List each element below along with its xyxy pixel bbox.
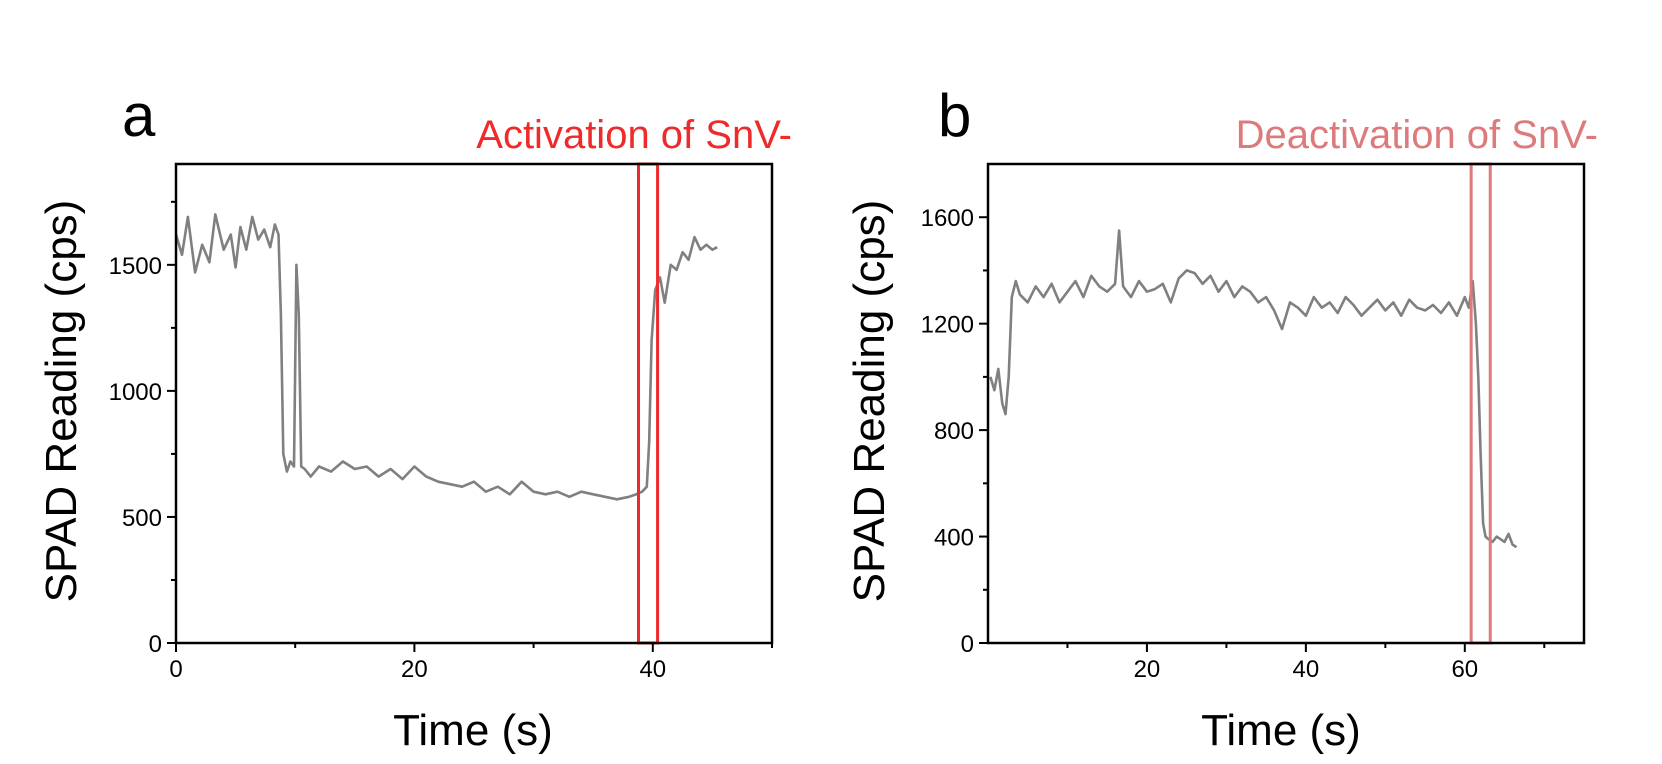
panel-a: a Activation of SnV- Time (s) SPAD Readi… bbox=[37, 82, 792, 755]
panel-b-y-tick-label: 0 bbox=[961, 631, 974, 658]
panel-a-y-axis-title: SPAD Reading (cps) bbox=[37, 200, 86, 603]
panel-a-y-tick-label: 1000 bbox=[109, 379, 162, 406]
panel-a-annotation: Activation of SnV- bbox=[476, 113, 792, 157]
panel-b-y-tick-label: 400 bbox=[934, 525, 974, 552]
panel-a-y-tick-label: 500 bbox=[122, 505, 162, 532]
panel-b-frame bbox=[986, 162, 1586, 645]
panel-a-frame bbox=[174, 162, 774, 645]
panel-a-series-line bbox=[174, 213, 718, 501]
panel-b-y-tick-label: 1200 bbox=[921, 312, 974, 339]
panel-b-series-line bbox=[989, 229, 1518, 549]
panel-b-plot-area: 20 40 60 0 400 800 1200 1600 bbox=[921, 162, 1586, 683]
panel-b-y-axis-title: SPAD Reading (cps) bbox=[845, 200, 894, 603]
panel-a-highlight-box bbox=[636, 162, 660, 645]
panel-b-x-tick-label: 40 bbox=[1293, 656, 1320, 683]
panel-a-x-axis-title: Time (s) bbox=[393, 706, 553, 755]
panel-b: b Deactivation of SnV- Time (s) SPAD Rea… bbox=[845, 82, 1598, 755]
panel-a-x-tick-label: 0 bbox=[169, 656, 182, 683]
panel-b-letter: b bbox=[938, 82, 971, 149]
panel-b-x-tick-label: 20 bbox=[1134, 656, 1161, 683]
panel-b-highlight-box bbox=[1469, 162, 1492, 645]
panel-a-y-tick-label: 0 bbox=[149, 631, 162, 658]
panel-b-annotation: Deactivation of SnV- bbox=[1236, 113, 1598, 157]
panel-a-letter: a bbox=[122, 82, 156, 149]
panel-a-x-tick-label: 20 bbox=[401, 656, 428, 683]
panel-b-x-tick-label: 60 bbox=[1451, 656, 1478, 683]
panel-a-plot-area: 0 20 40 0 500 1000 1500 bbox=[109, 162, 774, 683]
panel-a-y-tick-label: 1500 bbox=[109, 253, 162, 280]
panel-b-y-tick-label: 1600 bbox=[921, 205, 974, 232]
panel-b-y-tick-label: 800 bbox=[934, 418, 974, 445]
panel-a-x-tick-label: 40 bbox=[639, 656, 666, 683]
panel-b-x-axis-title: Time (s) bbox=[1201, 706, 1361, 755]
